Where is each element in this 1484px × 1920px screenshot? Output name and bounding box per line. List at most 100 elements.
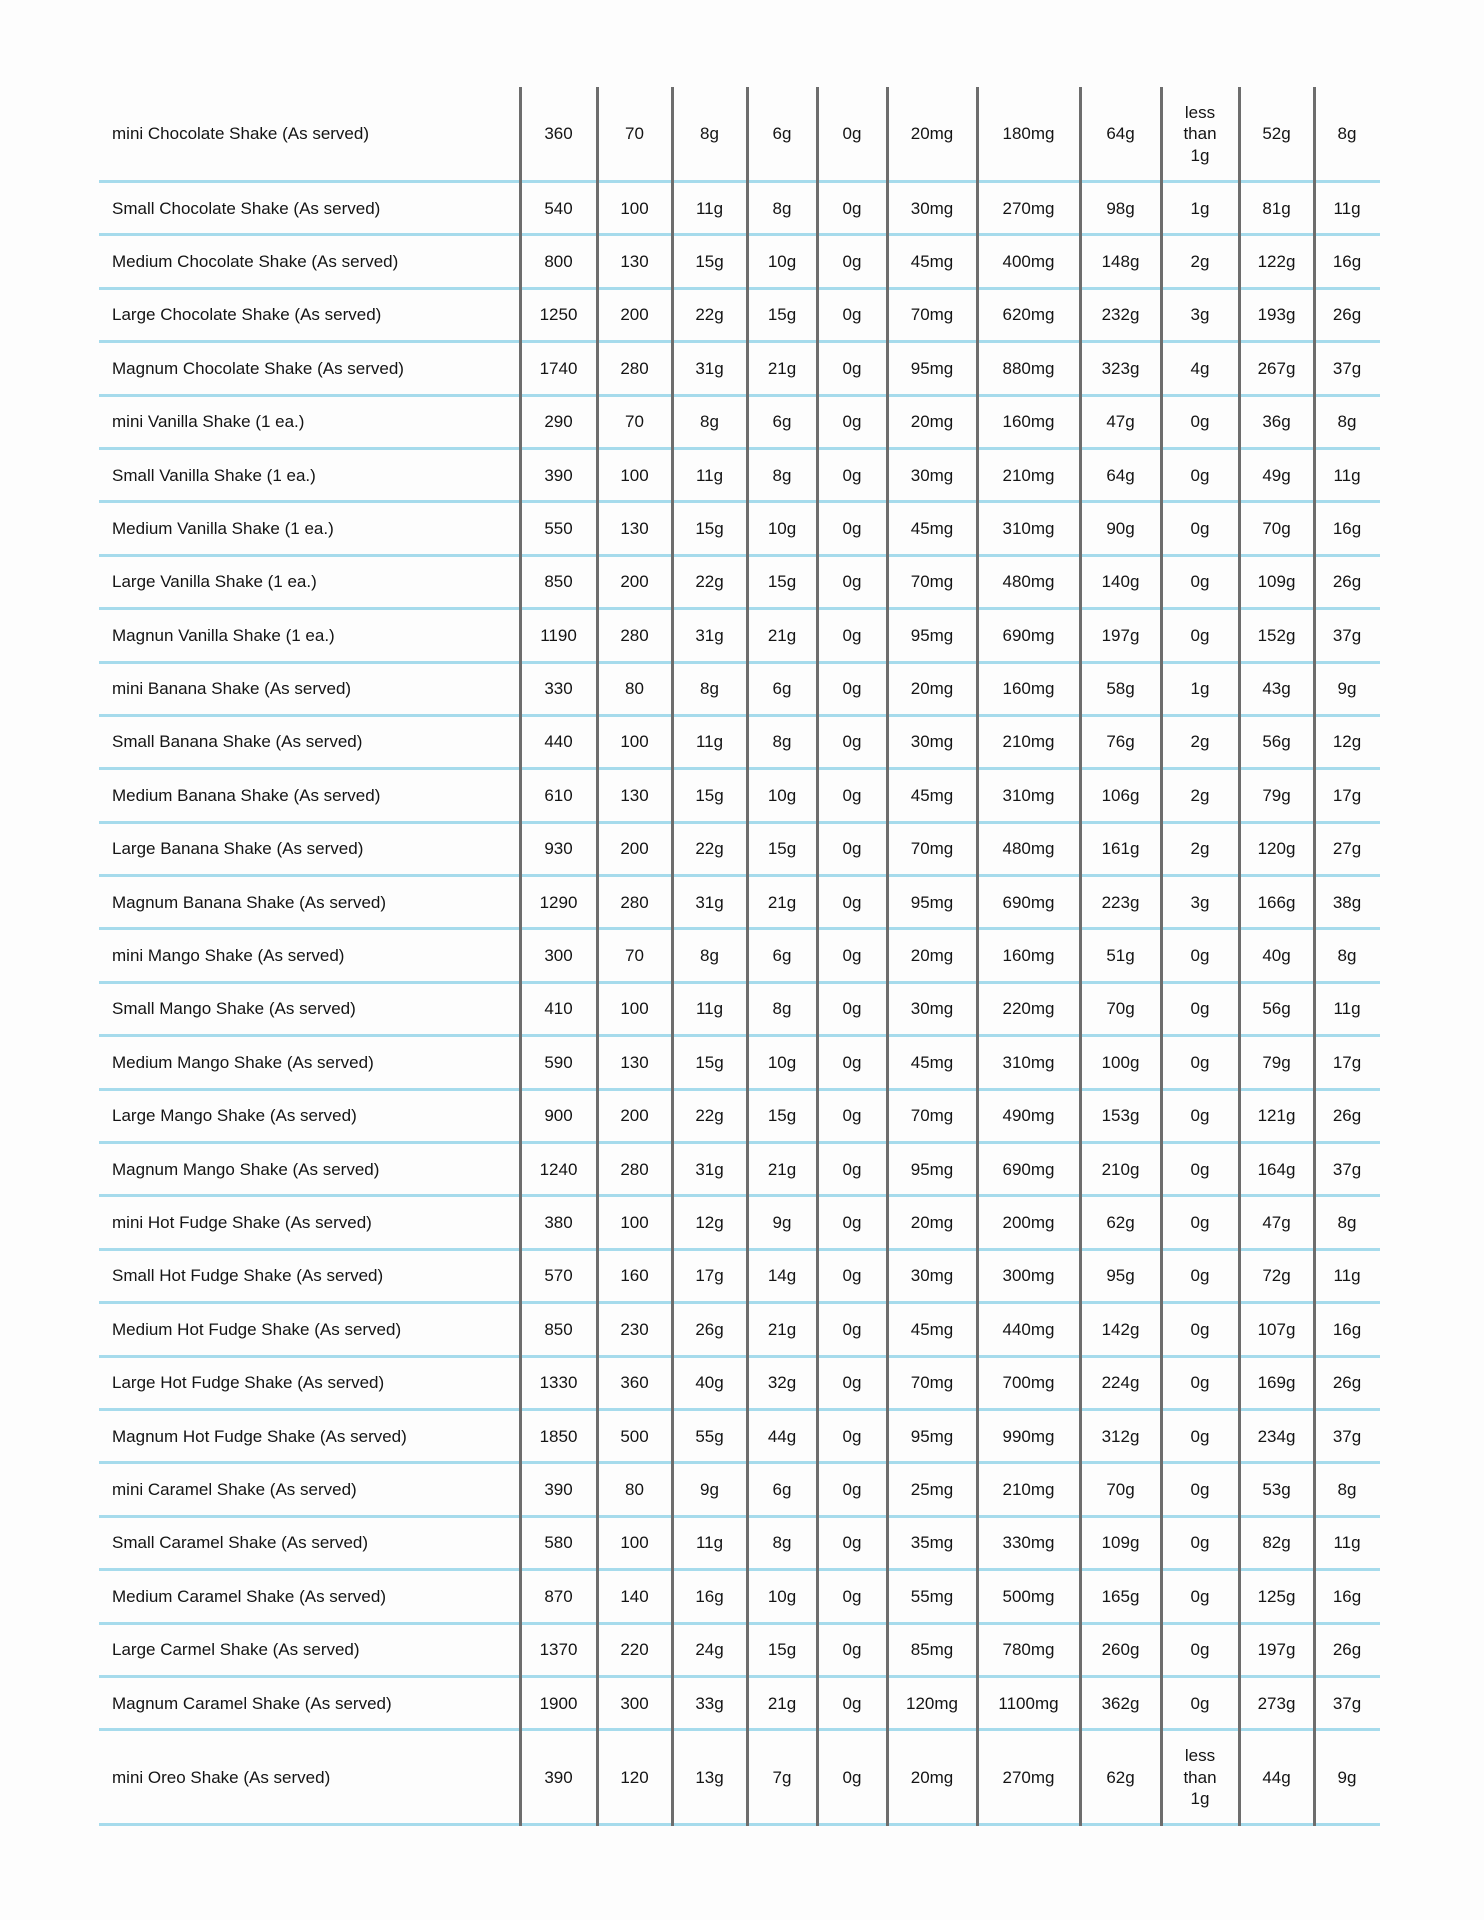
- value-text: 540: [544, 198, 573, 218]
- value-text: 22g: [695, 572, 724, 592]
- value-cell: 80: [597, 664, 672, 714]
- value-cell: 107g: [1239, 1304, 1314, 1354]
- value-text: 0g: [842, 1212, 862, 1232]
- value-cell: 53g: [1239, 1464, 1314, 1514]
- value-text: 500mg: [1002, 1586, 1055, 1606]
- value-text: 55g: [695, 1426, 724, 1446]
- column-divider: [1078, 87, 1082, 1827]
- value-cell: 300mg: [977, 1251, 1080, 1301]
- value-cell: 11g: [1314, 1518, 1380, 1568]
- value-cell: 273g: [1239, 1678, 1314, 1728]
- value-cell: 95mg: [887, 1144, 977, 1194]
- value-text: 22g: [695, 305, 724, 325]
- value-text: 11g: [1333, 465, 1361, 485]
- value-cell: 550: [520, 503, 597, 553]
- value-cell: 20mg: [887, 1731, 977, 1823]
- value-cell: 0g: [1161, 503, 1239, 553]
- value-cell: 70mg: [887, 1091, 977, 1141]
- value-text: 43g: [1262, 679, 1291, 699]
- value-text: 11g: [1333, 198, 1361, 218]
- value-text: 1g: [1190, 198, 1210, 218]
- value-cell: 0g: [1161, 1037, 1239, 1087]
- value-cell: 52g: [1239, 88, 1314, 180]
- value-text: 26g: [1332, 305, 1362, 325]
- value-cell: 45mg: [887, 503, 977, 553]
- value-text: 440: [544, 732, 573, 752]
- value-text: 223g: [1101, 892, 1140, 912]
- value-cell: 15g: [672, 236, 747, 286]
- value-cell: 390: [520, 1464, 597, 1514]
- value-cell: 95g: [1080, 1251, 1161, 1301]
- value-cell: 0g: [1161, 1358, 1239, 1408]
- value-cell: 440mg: [977, 1304, 1080, 1354]
- value-text: 15g: [695, 1052, 724, 1072]
- value-cell: 31g: [672, 610, 747, 660]
- value-cell: 400mg: [977, 236, 1080, 286]
- value-cell: 0g: [817, 1197, 887, 1247]
- value-text: 64g: [1106, 465, 1135, 485]
- value-text: 620mg: [1002, 305, 1055, 325]
- value-text: 1850: [539, 1426, 578, 1446]
- value-cell: 6g: [747, 1464, 817, 1514]
- value-text: 0g: [842, 1106, 862, 1126]
- table-row: Magnum Caramel Shake (As served) 1900 300 3…: [99, 1678, 1380, 1732]
- value-cell: 0g: [817, 930, 887, 980]
- item-name-cell: Medium Caramel Shake (As served): [112, 1586, 386, 1606]
- value-text: 1190: [540, 625, 577, 645]
- value-text: 125g: [1257, 1586, 1296, 1606]
- value-cell: 25mg: [887, 1464, 977, 1514]
- value-text: 8g: [700, 124, 719, 144]
- value-text: 390: [544, 1767, 573, 1787]
- value-cell: 2g: [1161, 236, 1239, 286]
- value-text: less than 1g: [1183, 1746, 1217, 1808]
- value-text: 0g: [842, 1426, 862, 1446]
- value-cell: 0g: [1161, 1144, 1239, 1194]
- value-text: 40g: [695, 1373, 724, 1393]
- value-text: 90g: [1106, 518, 1135, 538]
- value-text: 1100mg: [998, 1693, 1059, 1713]
- column-divider: [518, 87, 522, 1827]
- table-row: Small Hot Fudge Shake (As served) 570 160 1…: [99, 1251, 1380, 1305]
- value-text: 234g: [1257, 1426, 1296, 1446]
- item-name-cell: Small Vanilla Shake (1 ea.): [112, 465, 316, 485]
- value-cell: 166g: [1239, 877, 1314, 927]
- value-cell: 100: [597, 450, 672, 500]
- table-row: Large Hot Fudge Shake (As served) 1330 360…: [99, 1358, 1380, 1411]
- value-text: 8g: [772, 999, 792, 1019]
- value-text: 11g: [695, 732, 724, 752]
- item-name-cell: Medium Banana Shake (As served): [112, 785, 381, 805]
- value-text: 148g: [1101, 251, 1140, 271]
- value-cell: 0g: [817, 1571, 887, 1621]
- value-cell: 200: [597, 557, 672, 607]
- value-cell: 850: [520, 1304, 597, 1354]
- value-cell: 310mg: [977, 770, 1080, 820]
- value-text: 0g: [1190, 1106, 1210, 1126]
- value-cell: 11g: [672, 183, 747, 233]
- value-cell: 0g: [817, 1731, 887, 1823]
- value-text: 0g: [842, 1640, 862, 1660]
- value-cell: 0g: [817, 1518, 887, 1568]
- value-text: 130: [620, 251, 649, 271]
- value-cell: 540: [520, 183, 597, 233]
- value-text: 26g: [1332, 572, 1362, 592]
- table-row: Small Vanilla Shake (1 ea.) 390 100 11g 8g 0g…: [99, 450, 1380, 504]
- value-text: 11g: [1333, 999, 1361, 1019]
- value-cell: 15g: [747, 290, 817, 340]
- value-cell: 125g: [1239, 1571, 1314, 1621]
- value-cell: 15g: [747, 824, 817, 874]
- item-name-cell: Medium Vanilla Shake (1 ea.): [112, 518, 334, 538]
- value-cell: 165g: [1080, 1571, 1161, 1621]
- value-text: 590: [544, 1052, 573, 1072]
- value-cell: 390: [520, 1731, 597, 1823]
- value-text: 79g: [1262, 785, 1291, 805]
- value-text: 11g: [695, 999, 724, 1019]
- value-cell: 130: [597, 1037, 672, 1087]
- value-text: 1250: [539, 305, 578, 325]
- value-cell: 26g: [1314, 1625, 1380, 1675]
- value-cell: 100: [597, 984, 672, 1034]
- value-text: 37g: [1332, 358, 1362, 378]
- value-cell: 390: [520, 450, 597, 500]
- value-cell: 210mg: [977, 450, 1080, 500]
- value-cell: 153g: [1080, 1091, 1161, 1141]
- value-text: 1g: [1190, 679, 1210, 699]
